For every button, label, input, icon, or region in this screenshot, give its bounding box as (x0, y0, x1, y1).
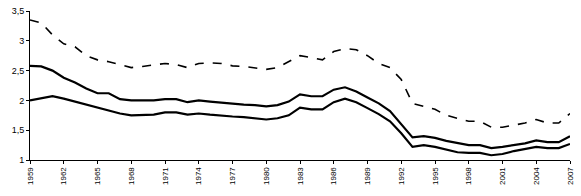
svg-text:1998: 1998 (464, 167, 473, 185)
svg-text:1959: 1959 (26, 167, 35, 185)
svg-text:1977: 1977 (228, 167, 237, 185)
svg-text:3,5: 3,5 (12, 6, 25, 16)
svg-text:1992: 1992 (397, 167, 406, 185)
svg-text:2001: 2001 (498, 167, 507, 185)
svg-text:2: 2 (19, 96, 24, 106)
svg-text:2004: 2004 (532, 167, 541, 185)
svg-text:1962: 1962 (59, 167, 68, 185)
svg-text:1971: 1971 (161, 167, 170, 185)
svg-text:1,5: 1,5 (12, 125, 25, 135)
svg-text:1980: 1980 (262, 167, 271, 185)
svg-text:1995: 1995 (431, 167, 440, 185)
svg-text:1974: 1974 (194, 167, 203, 185)
svg-text:3: 3 (19, 36, 24, 46)
svg-text:1986: 1986 (329, 167, 338, 185)
svg-text:1: 1 (19, 155, 24, 165)
svg-text:1983: 1983 (296, 167, 305, 185)
svg-text:2,5: 2,5 (12, 66, 25, 76)
svg-text:1989: 1989 (363, 167, 372, 185)
svg-text:1965: 1965 (93, 167, 102, 185)
svg-text:2007: 2007 (566, 167, 575, 185)
svg-text:1968: 1968 (127, 167, 136, 185)
